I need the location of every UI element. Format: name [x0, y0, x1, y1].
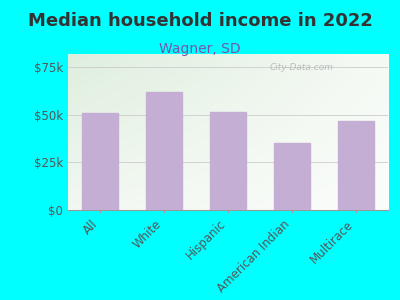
Bar	[146, 92, 182, 210]
Bar	[82, 113, 118, 210]
Bar	[338, 121, 374, 210]
Text: Wagner, SD: Wagner, SD	[159, 42, 241, 56]
Text: Median household income in 2022: Median household income in 2022	[28, 12, 372, 30]
Text: City-Data.com: City-Data.com	[270, 63, 334, 72]
Bar	[210, 112, 246, 210]
Bar	[274, 143, 310, 210]
